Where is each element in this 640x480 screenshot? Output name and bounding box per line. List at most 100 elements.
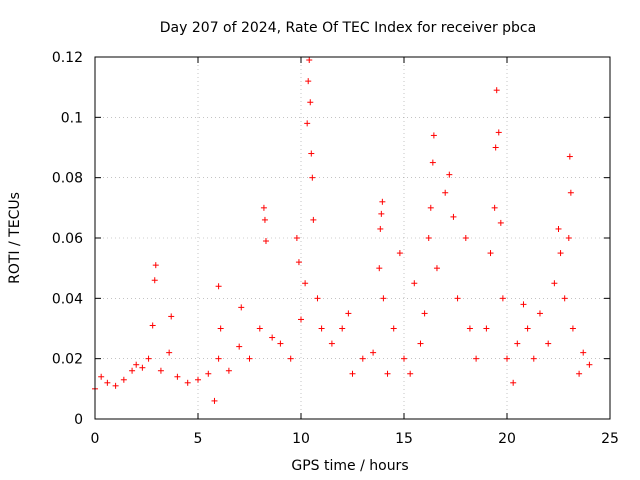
data-point xyxy=(497,219,504,226)
data-point xyxy=(328,340,335,347)
plot-frame xyxy=(94,56,611,420)
data-point xyxy=(98,373,105,380)
data-point xyxy=(378,210,385,217)
data-point xyxy=(466,325,473,332)
data-point xyxy=(499,295,506,302)
x-tick-label: 5 xyxy=(194,431,203,447)
data-point xyxy=(566,153,573,160)
data-point xyxy=(139,364,146,371)
data-point xyxy=(262,238,269,245)
data-point xyxy=(491,204,498,211)
data-point xyxy=(104,379,111,386)
data-point xyxy=(565,235,572,241)
y-tick-label: 0.1 xyxy=(61,110,83,126)
x-tick-label: 0 xyxy=(91,431,100,447)
data-point xyxy=(576,370,583,377)
y-axis-label: ROTI / TECUs xyxy=(7,192,23,284)
data-point xyxy=(510,379,517,386)
axis-ticks: 0 5 10 15 20 25 0 0.02 0.04 0.06 0.08 0.1 0.12 xyxy=(52,50,619,447)
data-point xyxy=(295,259,302,266)
y-tick-label: 0.02 xyxy=(52,352,83,368)
data-point xyxy=(454,295,461,302)
data-point xyxy=(390,325,397,332)
data-point xyxy=(215,283,222,290)
data-point xyxy=(129,367,136,374)
data-point xyxy=(318,325,325,332)
data-point xyxy=(225,367,232,374)
data-point xyxy=(530,355,537,362)
data-point xyxy=(380,295,387,302)
data-point xyxy=(309,174,316,181)
data-point xyxy=(306,57,313,64)
data-point xyxy=(310,216,317,223)
chart-title: Day 207 of 2024, Rate Of TEC Index for r… xyxy=(160,20,536,36)
data-point xyxy=(261,216,268,223)
data-point xyxy=(345,310,352,317)
data-point xyxy=(377,225,384,232)
data-point xyxy=(555,225,562,232)
data-point xyxy=(429,159,436,166)
data-point xyxy=(314,295,321,302)
y-tick-label: 0.04 xyxy=(52,291,83,307)
data-point xyxy=(277,340,284,347)
data-point xyxy=(304,120,311,127)
data-point xyxy=(493,87,500,94)
x-tick-label: 15 xyxy=(395,431,413,447)
data-point xyxy=(473,355,480,362)
data-point xyxy=(305,78,312,85)
data-point xyxy=(184,379,191,386)
data-point xyxy=(168,313,175,320)
data-point xyxy=(430,132,437,139)
data-point xyxy=(307,99,314,106)
data-point xyxy=(446,171,453,178)
data-point xyxy=(495,129,502,136)
data-point xyxy=(504,355,510,362)
data-point xyxy=(215,355,222,362)
data-point xyxy=(567,189,574,196)
data-point xyxy=(157,367,164,374)
data-point xyxy=(359,355,366,362)
x-tick-label: 25 xyxy=(601,431,619,447)
y-tick-label: 0 xyxy=(74,412,83,428)
data-point xyxy=(269,334,276,341)
data-point xyxy=(370,349,377,356)
data-point xyxy=(407,370,414,377)
data-point xyxy=(379,198,386,205)
data-point xyxy=(384,370,391,377)
data-point xyxy=(433,265,440,272)
data-point xyxy=(256,325,263,332)
data-point xyxy=(536,310,543,317)
data-point xyxy=(112,382,119,389)
data-point xyxy=(349,370,356,377)
data-point xyxy=(236,343,243,350)
data-point xyxy=(120,376,127,383)
data-point xyxy=(557,250,564,257)
data-point xyxy=(586,361,593,368)
data-point xyxy=(246,355,253,362)
data-point xyxy=(425,235,432,241)
data-point xyxy=(166,349,173,356)
y-tick-label: 0.08 xyxy=(52,171,83,187)
data-point xyxy=(417,340,424,347)
data-point xyxy=(492,144,499,151)
data-point xyxy=(308,150,315,157)
data-point xyxy=(421,310,428,317)
data-point xyxy=(260,204,267,211)
data-point xyxy=(376,265,383,272)
data-point xyxy=(411,280,418,287)
data-point xyxy=(442,189,449,196)
data-point xyxy=(298,316,304,323)
data-point xyxy=(145,355,152,362)
y-tick-label: 0.12 xyxy=(52,50,83,66)
data-point xyxy=(217,325,224,332)
data-point xyxy=(401,355,407,362)
data-point xyxy=(293,235,300,241)
data-point xyxy=(133,361,140,368)
data-point xyxy=(211,397,218,404)
data-point xyxy=(483,325,490,332)
data-point xyxy=(580,349,587,356)
data-point xyxy=(302,280,309,287)
data-point xyxy=(561,295,568,302)
data-point xyxy=(462,235,469,241)
